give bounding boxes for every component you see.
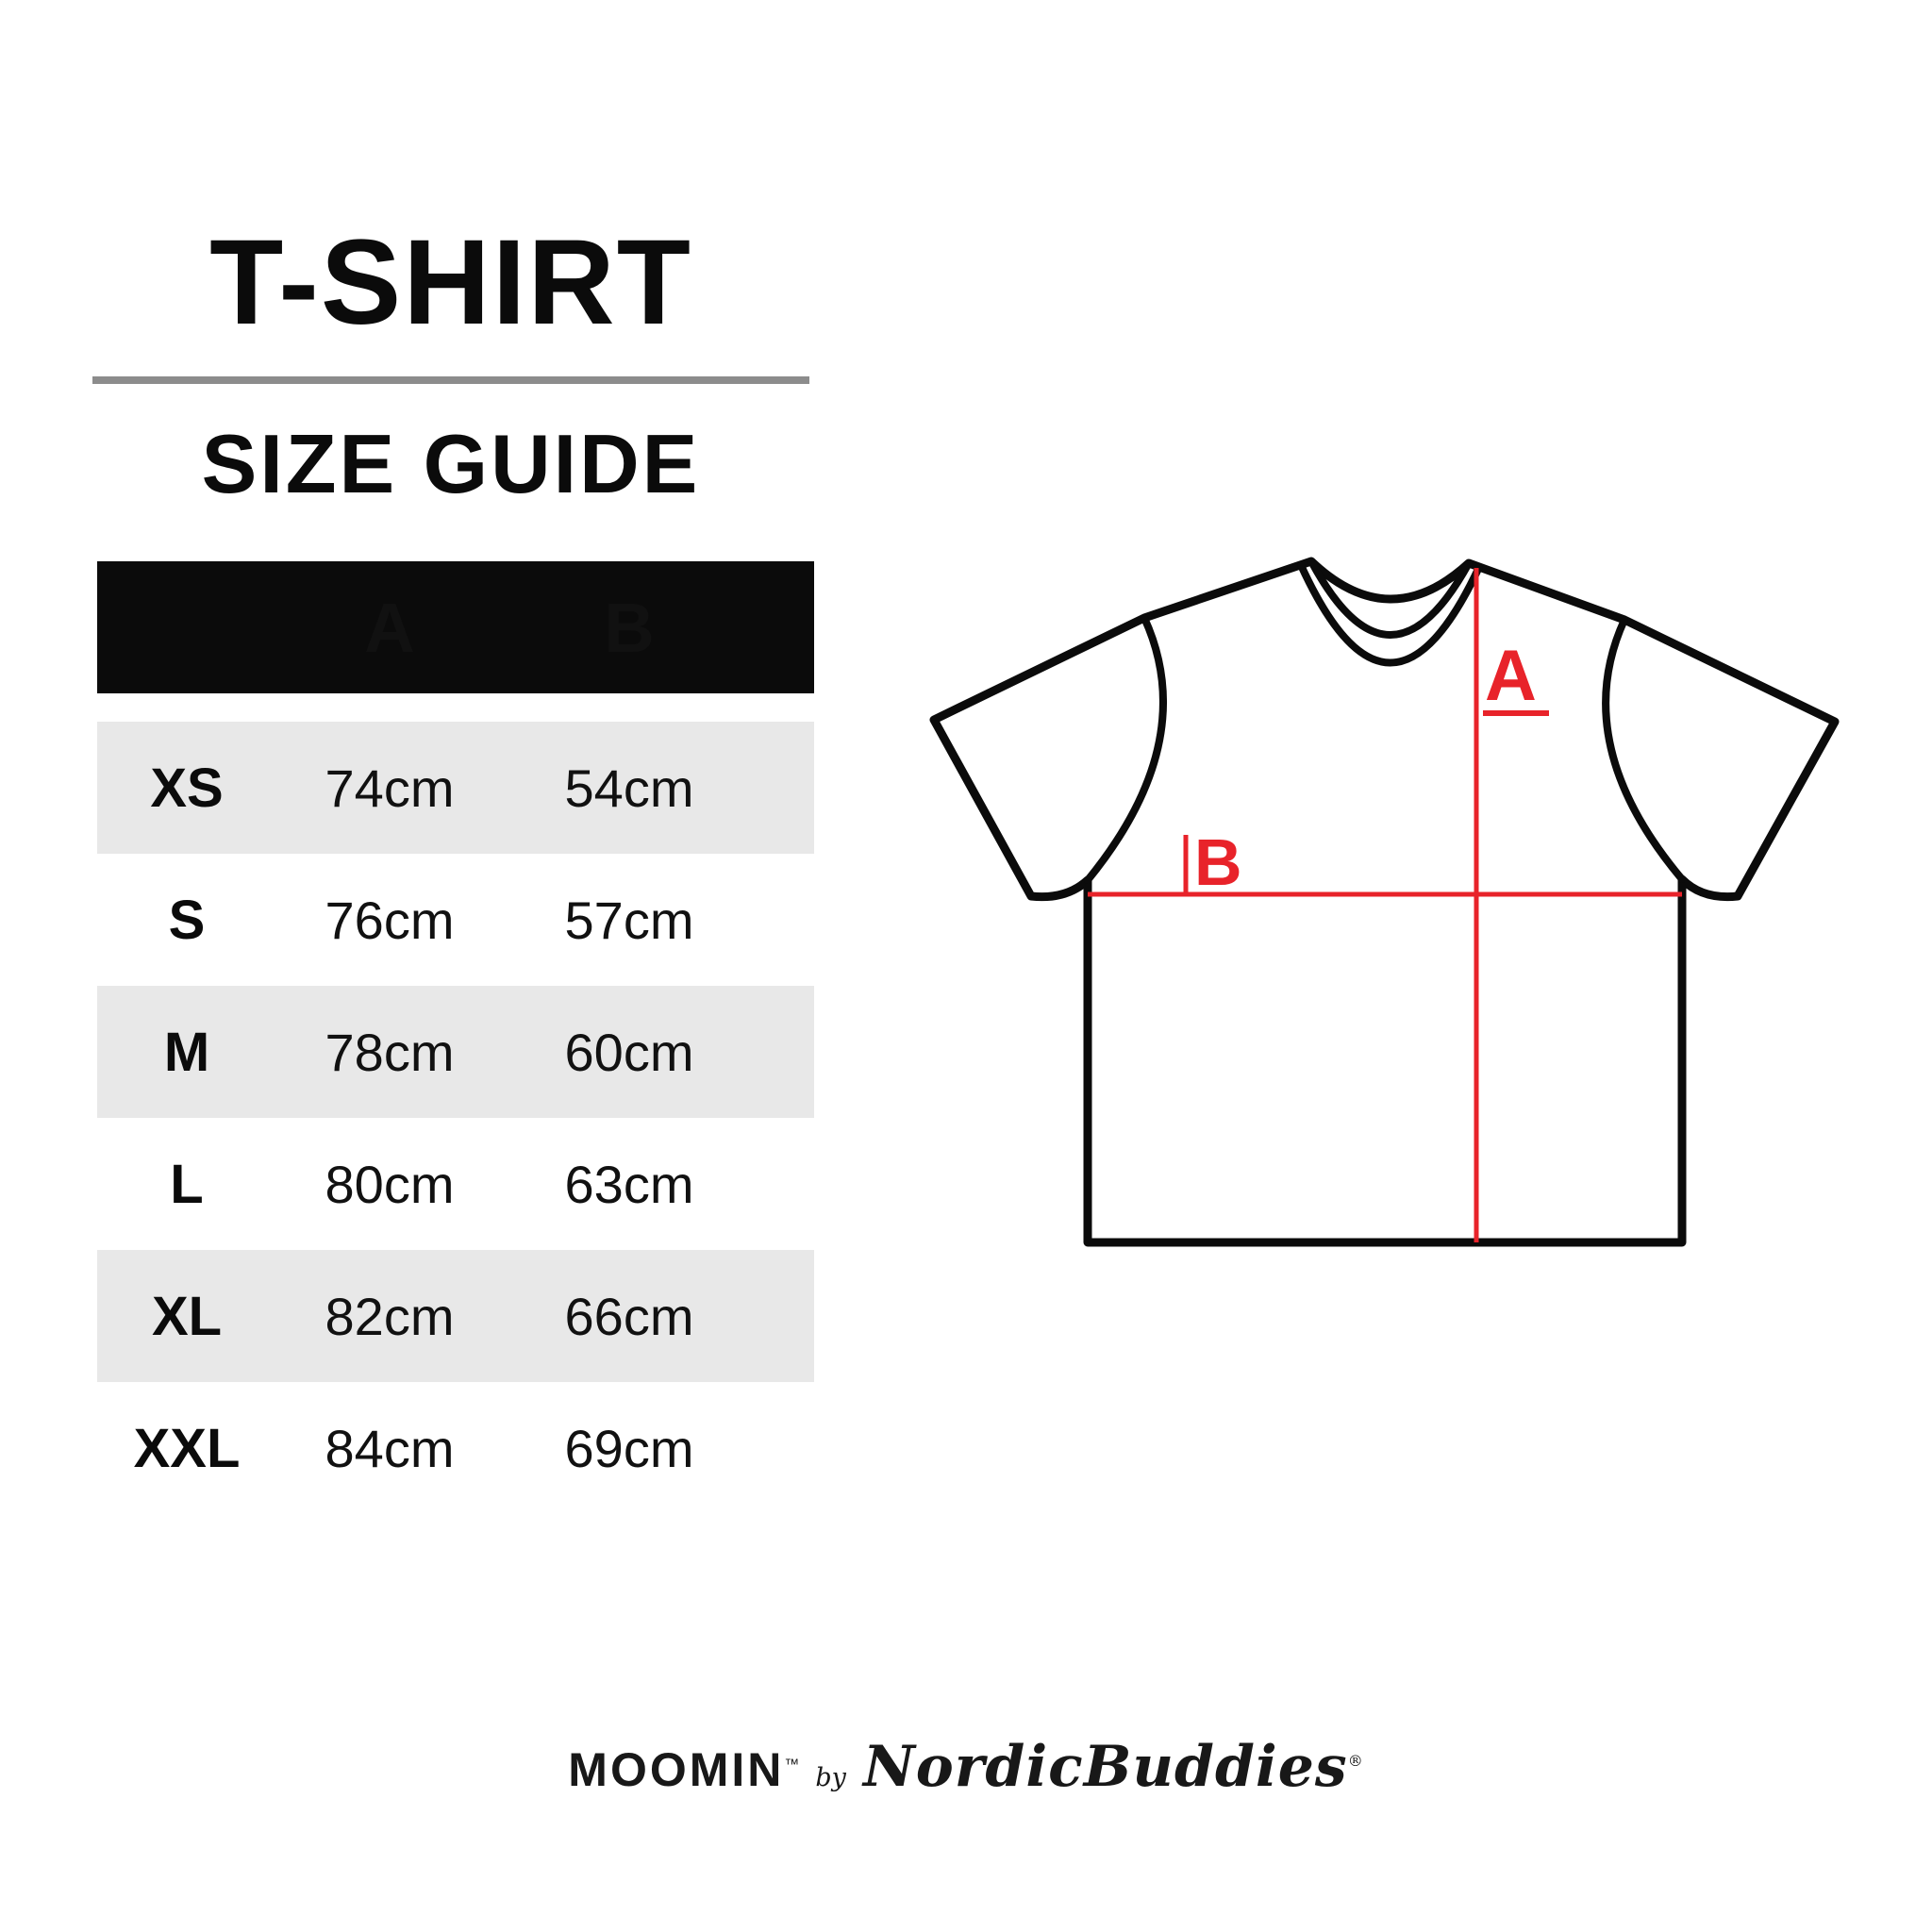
measurement-b: 63cm bbox=[564, 1154, 694, 1214]
tshirt-measurement-diagram: A B bbox=[929, 557, 1840, 1247]
size-label: L bbox=[170, 1153, 204, 1215]
measurement-a: 76cm bbox=[325, 890, 455, 950]
size-table-header: A B bbox=[97, 561, 814, 693]
measurement-b: 54cm bbox=[564, 758, 694, 818]
size-row-xl: XL 82cm 66cm bbox=[97, 1250, 814, 1382]
size-label: XXL bbox=[133, 1417, 241, 1479]
measurement-a: 80cm bbox=[325, 1154, 455, 1214]
measurement-a: 78cm bbox=[325, 1022, 455, 1082]
measurement-a: 84cm bbox=[325, 1418, 455, 1478]
size-row-m: M 78cm 60cm bbox=[97, 986, 814, 1118]
moomin-logo: MOOMIN™ bbox=[568, 1743, 803, 1796]
nordicbuddies-registered-mark: ® bbox=[1347, 1752, 1364, 1770]
size-row-s: S 76cm 57cm bbox=[97, 854, 814, 986]
size-table-body: XS 74cm 54cm S 76cm 57cm M 78cm 60cm L 80cm 63cm XL 8… bbox=[97, 722, 814, 1514]
size-label: XL bbox=[151, 1285, 223, 1347]
measurement-b: 57cm bbox=[564, 890, 694, 950]
measurement-a: 82cm bbox=[325, 1286, 455, 1346]
header-col-b: B bbox=[604, 588, 655, 667]
collar-outer-curve bbox=[1297, 561, 1483, 667]
moomin-trademark: ™ bbox=[784, 1757, 803, 1774]
measure-label-b: B bbox=[1194, 825, 1242, 899]
page-title: T-SHIRT bbox=[209, 215, 692, 350]
nordicbuddies-logo: NordicBuddies® bbox=[862, 1734, 1364, 1800]
right-armhole-seam bbox=[1602, 616, 1686, 883]
size-label: M bbox=[163, 1021, 210, 1083]
footer-brand: MOOMIN™ by NordicBuddies® bbox=[0, 1734, 1932, 1800]
measurement-a: 74cm bbox=[325, 758, 455, 818]
left-armhole-seam bbox=[1084, 614, 1167, 884]
measure-label-a: A bbox=[1485, 636, 1537, 716]
measurement-b: 69cm bbox=[564, 1418, 694, 1478]
title-block: T-SHIRT SIZE GUIDE bbox=[85, 215, 817, 512]
size-row-xs: XS 74cm 54cm bbox=[97, 722, 814, 854]
size-table: A B XS 74cm 54cm S 76cm 57cm M 78cm 60cm L 80cm 63c… bbox=[97, 561, 814, 1514]
size-row-xxl: XXL 84cm 69cm bbox=[97, 1382, 814, 1514]
header-col-a: A bbox=[364, 588, 415, 667]
collar-inner-curve bbox=[1307, 558, 1473, 639]
measurement-b: 66cm bbox=[564, 1286, 694, 1346]
size-row-l: L 80cm 63cm bbox=[97, 1118, 814, 1250]
measurement-b: 60cm bbox=[564, 1022, 694, 1082]
brand-by-text: by bbox=[815, 1763, 846, 1792]
page-subtitle: SIZE GUIDE bbox=[201, 416, 701, 510]
size-label: S bbox=[168, 889, 206, 951]
tshirt-outline bbox=[929, 557, 1840, 1247]
size-label: XS bbox=[150, 757, 224, 819]
title-divider bbox=[92, 375, 809, 384]
